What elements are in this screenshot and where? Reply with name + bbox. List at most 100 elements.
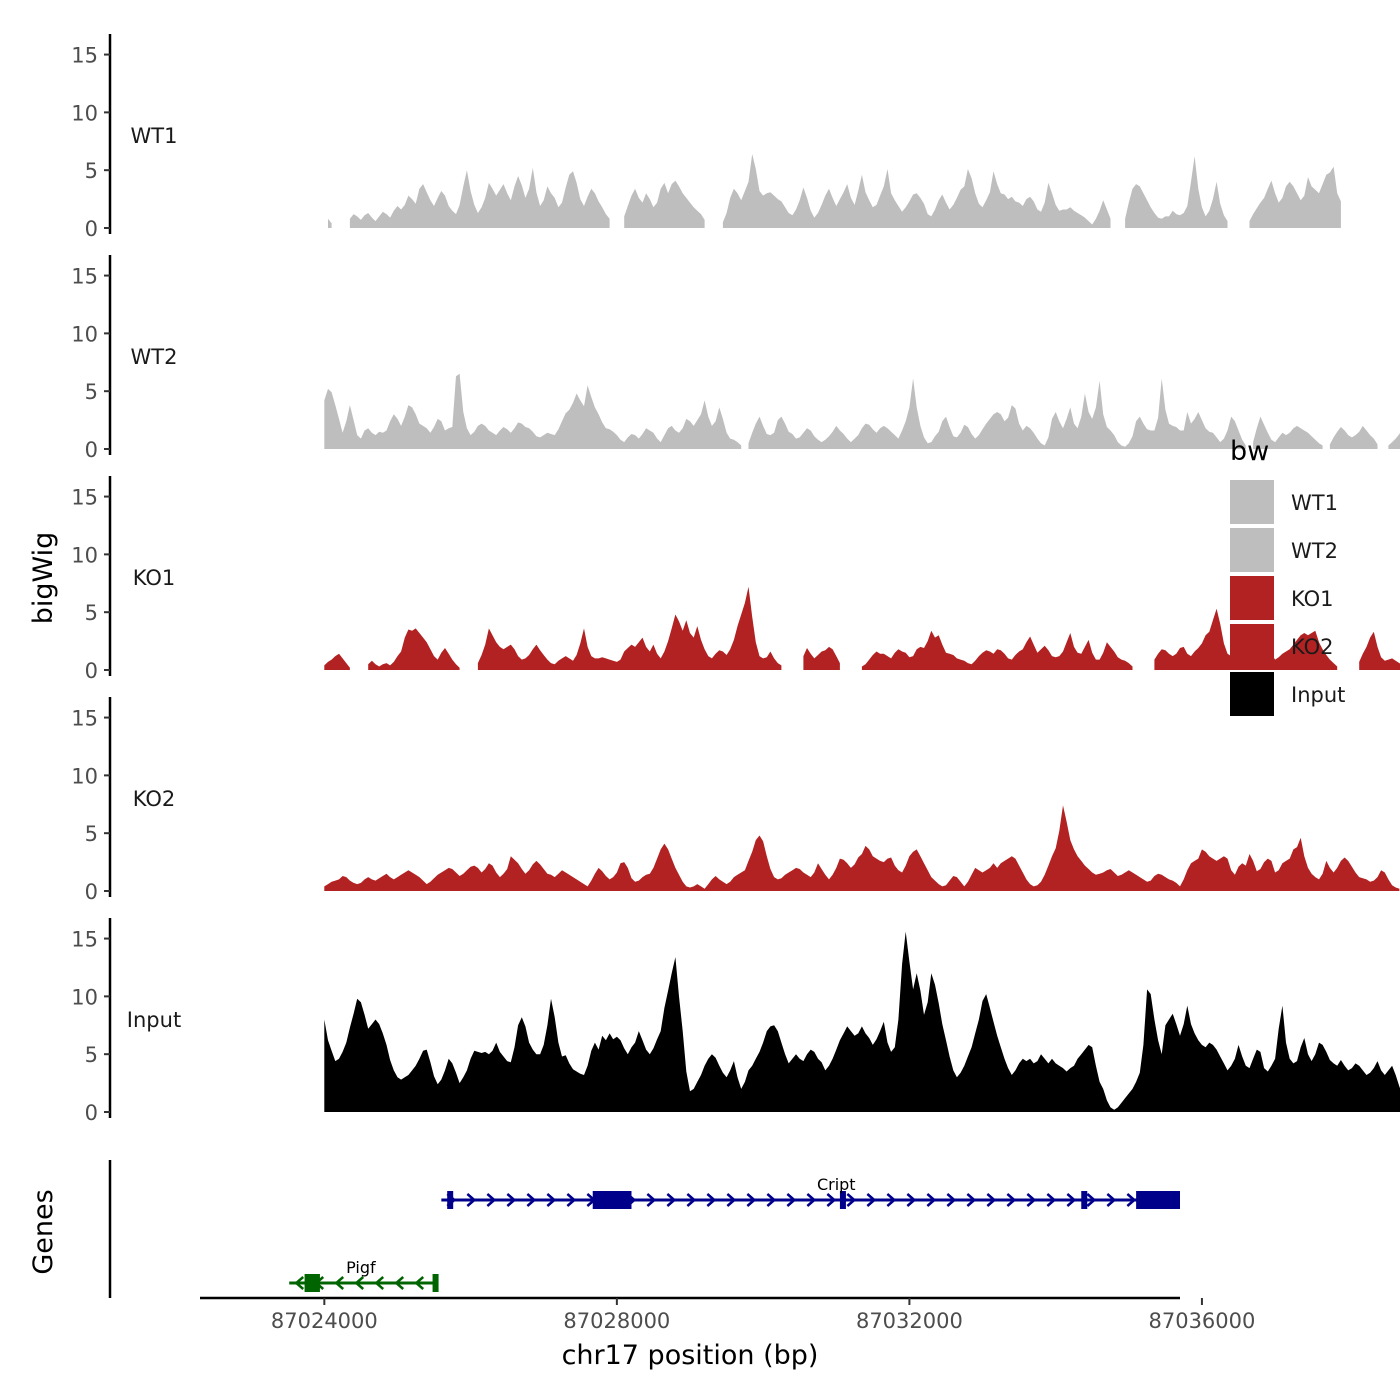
strand-chevron <box>766 1193 777 1207</box>
y-tick-label: 0 <box>85 880 98 904</box>
y-tick-label: 10 <box>71 322 98 346</box>
strand-chevron <box>886 1193 897 1207</box>
y-tick-label: 5 <box>85 822 98 846</box>
coverage-area <box>324 931 1400 1112</box>
strand-chevron <box>354 1276 365 1290</box>
coverage-area <box>1125 156 1228 228</box>
strand-chevron <box>826 1193 837 1207</box>
coverage-area <box>328 218 332 228</box>
strand-chevron <box>1106 1193 1117 1207</box>
coverage-area <box>722 154 1111 228</box>
strand-chevron <box>946 1193 957 1207</box>
strand-chevron <box>726 1193 737 1207</box>
strand-chevron <box>374 1276 385 1290</box>
strand-chevron <box>506 1193 517 1207</box>
x-tick-label: 87036000 <box>1148 1309 1255 1333</box>
track-label: Input <box>127 1008 181 1032</box>
legend-label-wt1: WT1 <box>1291 491 1338 515</box>
y-tick-label: 0 <box>85 438 98 462</box>
strand-chevron <box>294 1276 305 1290</box>
strand-chevron <box>334 1276 345 1290</box>
track-wt1: 0 5 10 15 WT1 <box>71 34 1341 241</box>
coverage-area <box>368 628 460 670</box>
strand-chevron <box>706 1193 717 1207</box>
coverage-area <box>1359 631 1400 670</box>
coverage-area <box>803 646 840 670</box>
track-ko2: 0 5 10 15 KO2 <box>71 697 1400 904</box>
strand-chevron <box>806 1193 817 1207</box>
gene-exon <box>447 1191 454 1209</box>
strand-chevron <box>466 1193 477 1207</box>
coverage-area <box>324 653 350 670</box>
strand-chevron <box>926 1193 937 1207</box>
x-axis: 87024000 87028000 87032000 87036000 <box>200 1296 1255 1333</box>
coverage-area <box>477 586 782 670</box>
strand-chevron <box>646 1193 657 1207</box>
legend-swatch-ko2 <box>1230 624 1274 668</box>
gene-name-label: Cript <box>817 1175 856 1194</box>
gene-exon <box>1081 1191 1088 1209</box>
track-input: 0 5 10 15 Input <box>71 918 1400 1125</box>
coverage-area <box>324 805 1400 891</box>
strand-chevron <box>1026 1193 1037 1207</box>
y-tick-label: 15 <box>71 44 98 68</box>
y-tick-label: 5 <box>85 1043 98 1067</box>
strand-chevron <box>666 1193 677 1207</box>
strand-chevron <box>866 1193 877 1207</box>
track-label: KO1 <box>133 566 176 590</box>
gene-cript: Cript <box>441 1175 1180 1209</box>
y-tick-label: 15 <box>71 928 98 952</box>
y-tick-label: 0 <box>85 1101 98 1125</box>
coverage-area <box>1253 416 1323 449</box>
legend-label-wt2: WT2 <box>1291 539 1338 563</box>
strand-chevron <box>526 1193 537 1207</box>
gene-exon <box>839 1191 846 1209</box>
gene-exon <box>304 1274 320 1292</box>
bigwig-tracks: 0 5 10 15 WT1 0 5 10 15 WT2 0 5 10 15 KO1 0 5 10 15 KO2 0 5 10… <box>71 34 1400 1125</box>
coverage-area <box>1249 166 1341 228</box>
y-tick-label: 0 <box>85 217 98 241</box>
strand-chevron <box>1006 1193 1017 1207</box>
coverage-area <box>1388 432 1400 449</box>
strand-chevron <box>846 1193 857 1207</box>
legend-label-input: Input <box>1291 683 1345 707</box>
gene-pigf: Pigf <box>289 1258 439 1292</box>
x-tick-label: 87028000 <box>563 1309 670 1333</box>
track-ko1: 0 5 10 15 KO1 <box>71 476 1400 683</box>
strand-chevron <box>686 1193 697 1207</box>
gene-name-label: Pigf <box>346 1258 376 1277</box>
strand-chevron <box>1046 1193 1057 1207</box>
strand-chevron <box>986 1193 997 1207</box>
strand-chevron <box>566 1193 577 1207</box>
strand-chevron <box>966 1193 977 1207</box>
x-tick-label: 87032000 <box>856 1309 963 1333</box>
strand-chevron <box>746 1193 757 1207</box>
x-tick-label: 87024000 <box>271 1309 378 1333</box>
y-tick-label: 15 <box>71 707 98 731</box>
y-tick-label: 0 <box>85 659 98 683</box>
track-label: WT2 <box>131 345 178 369</box>
coverage-area <box>324 373 742 449</box>
legend-label-ko2: KO2 <box>1291 635 1334 659</box>
legend-swatch-ko1 <box>1230 576 1274 620</box>
track-label: WT1 <box>131 124 178 148</box>
strand-chevron <box>1126 1193 1137 1207</box>
coverage-area <box>1154 608 1338 670</box>
track-label: KO2 <box>133 787 176 811</box>
y-tick-label: 5 <box>85 159 98 183</box>
y-tick-label: 15 <box>71 486 98 510</box>
legend-swatch-input <box>1230 672 1274 716</box>
gene-exon <box>432 1274 439 1292</box>
coverage-area <box>349 167 610 228</box>
coverage-area <box>1329 425 1378 449</box>
strand-chevron <box>906 1193 917 1207</box>
legend-title: bw <box>1230 436 1269 467</box>
y-tick-label: 5 <box>85 380 98 404</box>
y-tick-label: 10 <box>71 764 98 788</box>
y-axis-title: bigWig <box>28 532 59 625</box>
y-tick-label: 10 <box>71 985 98 1009</box>
y-tick-label: 15 <box>71 265 98 289</box>
strand-chevron <box>1086 1193 1097 1207</box>
strand-chevron <box>786 1193 797 1207</box>
